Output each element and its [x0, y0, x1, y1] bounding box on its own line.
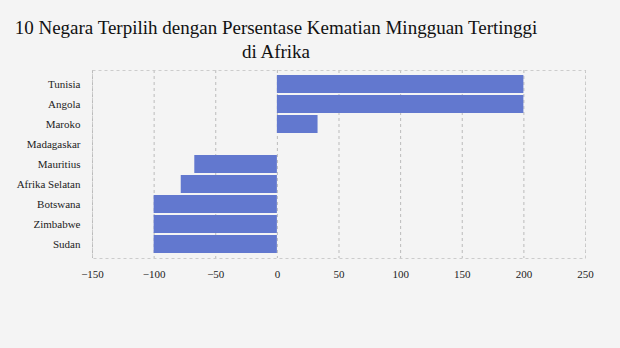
- svg-text:−150: −150: [81, 268, 104, 280]
- svg-text:Mauritius: Mauritius: [38, 158, 81, 170]
- svg-text:−100: −100: [143, 268, 166, 280]
- svg-text:Botswana: Botswana: [37, 198, 81, 210]
- svg-text:Madagaskar: Madagaskar: [27, 138, 81, 150]
- svg-text:0: 0: [275, 268, 281, 280]
- svg-text:Maroko: Maroko: [46, 118, 81, 130]
- svg-text:Angola: Angola: [48, 98, 81, 110]
- svg-text:50: 50: [334, 268, 346, 280]
- svg-text:250: 250: [577, 268, 594, 280]
- svg-text:150: 150: [454, 268, 471, 280]
- svg-text:−50: −50: [207, 268, 225, 280]
- svg-text:200: 200: [516, 268, 533, 280]
- svg-text:Sudan: Sudan: [53, 238, 81, 250]
- svg-text:Zimbabwe: Zimbabwe: [33, 218, 80, 230]
- svg-text:Afrika Selatan: Afrika Selatan: [17, 178, 81, 190]
- html-text:10 Negara Terpilih dengan Pers: 10 Negara Terpilih dengan Persentase Kem…: [14, 17, 538, 62]
- svg-text:Tunisia: Tunisia: [48, 78, 81, 90]
- svg-text:100: 100: [392, 268, 409, 280]
